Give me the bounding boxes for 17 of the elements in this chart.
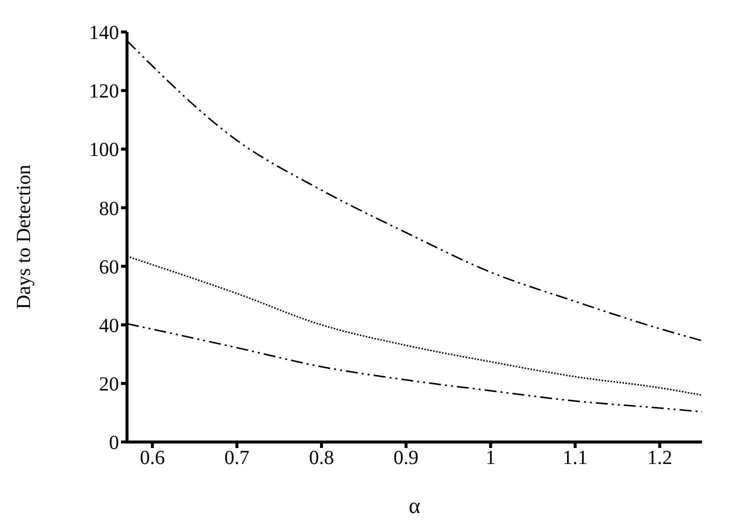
- y-tick-label: 0: [109, 432, 119, 454]
- y-tick-label: 80: [99, 198, 119, 220]
- x-tick-label: 0.6: [140, 447, 165, 470]
- y-tick-label: 120: [89, 80, 119, 103]
- y-tick-label: 40: [99, 314, 119, 337]
- y-axis-title: Days to Detection: [13, 164, 36, 310]
- x-tick-label: 0.9: [394, 447, 419, 470]
- x-axis-title: α: [408, 493, 421, 518]
- x-tick-label: 1.2: [647, 447, 672, 470]
- y-tick-label: 60: [99, 256, 119, 278]
- x-tick-label: 1.1: [562, 447, 588, 470]
- y-tick-label: 20: [99, 374, 119, 396]
- x-tick-label: 1: [486, 447, 496, 470]
- y-tick-label: 100: [89, 139, 119, 162]
- y-tick-label: 140: [89, 22, 119, 44]
- x-tick-label: 0.7: [224, 447, 250, 470]
- x-tick-label: 0.8: [308, 447, 334, 470]
